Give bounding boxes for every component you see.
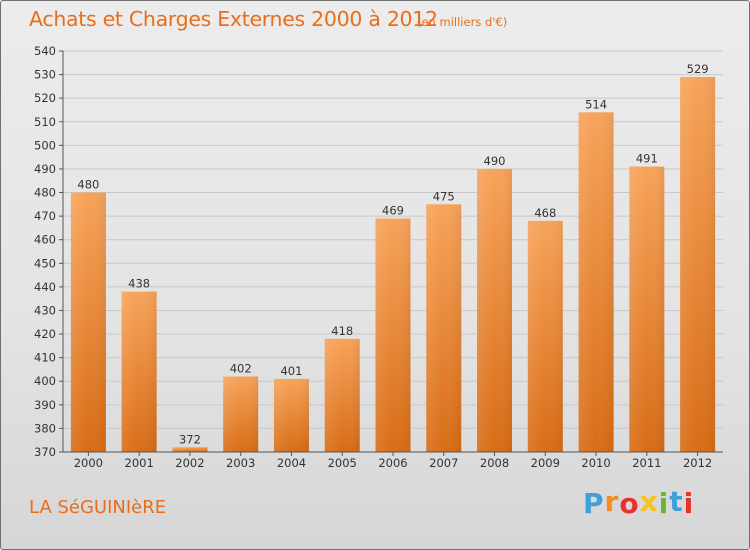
chart-subtitle: (en milliers d'€): [417, 15, 508, 29]
y-tick-label: 480: [34, 186, 56, 200]
y-tick-label: 490: [34, 162, 56, 176]
bar-shine-2006: [375, 218, 411, 452]
bar-shine-2000: [70, 192, 106, 452]
y-tick-label: 420: [34, 327, 56, 341]
logo-letter: o: [619, 487, 640, 520]
labels: 370 380 390 400 410 420 430 440 450 460 470 480 490 5…: [34, 44, 712, 470]
data-label-2001: 438: [128, 277, 150, 291]
data-label-2011: 491: [636, 152, 658, 166]
bar-shine-2007: [426, 204, 462, 452]
proxiti-logo: Proxiti: [583, 485, 695, 520]
data-label-2002: 372: [179, 432, 201, 446]
data-label-2009: 468: [534, 206, 556, 220]
y-tick-label: 390: [34, 398, 56, 412]
y-tick-label: 430: [34, 303, 56, 317]
data-label-2005: 418: [331, 324, 353, 338]
x-tick-label-2005: 2005: [328, 456, 357, 470]
x-tick-label-2010: 2010: [581, 456, 610, 470]
place-name: LA SéGUINIèRE: [29, 497, 167, 518]
x-tick-label-2012: 2012: [683, 456, 712, 470]
y-tick-label: 460: [34, 233, 56, 247]
logo-letter: r: [604, 485, 620, 518]
bar-shine-2005: [324, 338, 360, 452]
y-tick-label: 380: [34, 421, 56, 435]
data-label-2006: 469: [382, 203, 404, 217]
bar-shine-2001: [121, 291, 157, 452]
y-tick-label: 530: [34, 68, 56, 82]
y-tick-label: 510: [34, 115, 56, 129]
data-label-2000: 480: [77, 178, 99, 192]
x-tick-label-2006: 2006: [378, 456, 407, 470]
y-tick-label: 440: [34, 280, 56, 294]
x-tick-label-2011: 2011: [632, 456, 661, 470]
data-label-2012: 529: [687, 62, 709, 76]
y-tick-label: 500: [34, 138, 56, 152]
y-tick-label: 410: [34, 351, 56, 365]
bar-shine-2010: [578, 112, 614, 453]
x-tick-label-2009: 2009: [531, 456, 560, 470]
bar-shine-2004: [273, 378, 309, 452]
data-label-2003: 402: [230, 362, 252, 376]
logo-letter: i: [658, 487, 670, 520]
chart-title: Achats et Charges Externes 2000 à 2012: [29, 7, 438, 31]
y-tick-label: 470: [34, 209, 56, 223]
x-tick-label-2008: 2008: [480, 456, 509, 470]
bar-shine-2002: [172, 447, 208, 452]
data-label-2007: 475: [433, 189, 455, 203]
y-tick-label: 540: [34, 44, 56, 58]
y-tick-label: 450: [34, 256, 56, 270]
data-label-2008: 490: [484, 154, 506, 168]
logo-letter: x: [639, 485, 659, 518]
bars: [70, 76, 716, 453]
data-label-2004: 401: [280, 364, 302, 378]
x-tick-label-2007: 2007: [429, 456, 458, 470]
bar-shine-2003: [223, 376, 259, 452]
bar-shine-2011: [629, 166, 665, 453]
bar-shine-2008: [477, 168, 513, 453]
axes: [59, 50, 723, 456]
logo-letter: i: [683, 487, 695, 520]
x-tick-label-2002: 2002: [175, 456, 204, 470]
logo-letter: P: [583, 487, 605, 520]
y-tick-label: 370: [34, 445, 56, 459]
logo-letter: t: [669, 485, 684, 518]
x-tick-label-2001: 2001: [125, 456, 154, 470]
bar-shine-2012: [680, 76, 716, 453]
x-tick-label-2000: 2000: [74, 456, 103, 470]
x-tick-label-2003: 2003: [226, 456, 255, 470]
y-tick-label: 520: [34, 91, 56, 105]
bar-shine-2009: [527, 220, 563, 452]
data-label-2010: 514: [585, 97, 607, 111]
y-tick-label: 400: [34, 374, 56, 388]
x-tick-label-2004: 2004: [277, 456, 306, 470]
